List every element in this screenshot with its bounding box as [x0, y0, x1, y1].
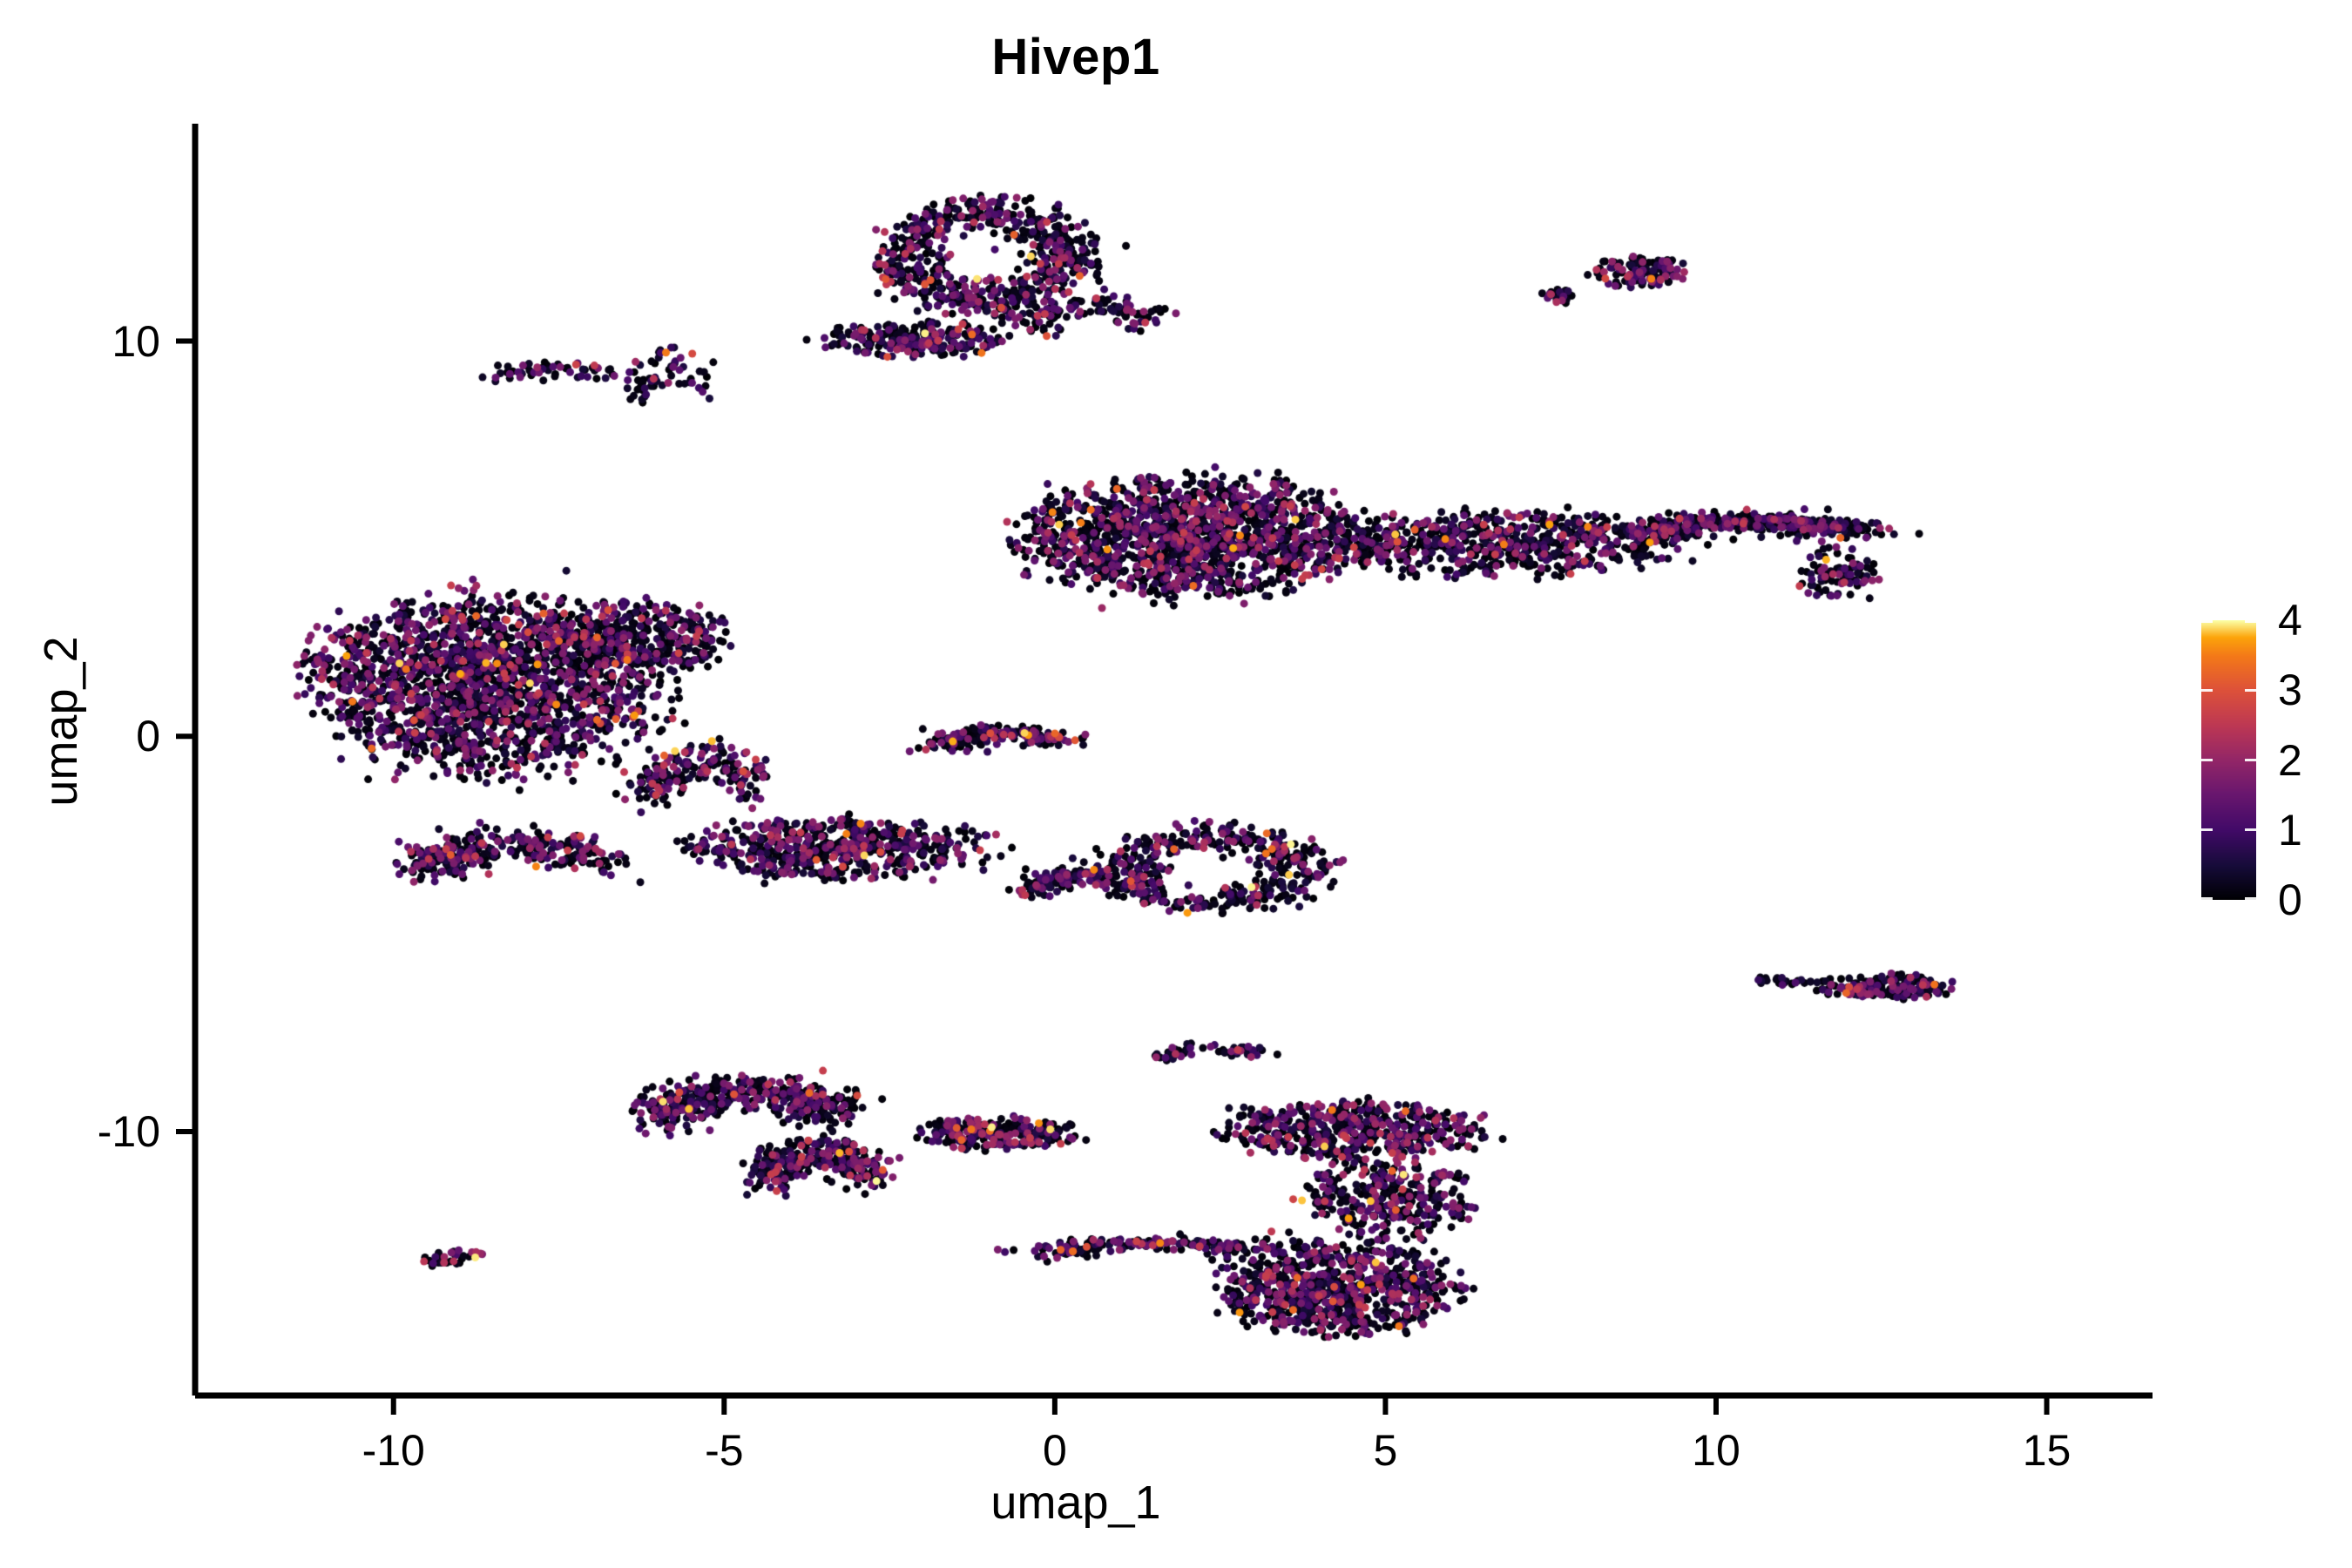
colorbar-tick-mark [2245, 897, 2256, 900]
x-tick-label: 5 [1373, 1426, 1398, 1475]
scatter-plot-area[interactable] [195, 124, 2153, 1396]
x-tick-label: 10 [1692, 1426, 1740, 1475]
x-tick-label: 15 [2022, 1426, 2072, 1475]
y-axis-title: umap_2 [35, 636, 87, 807]
x-tick-label: -10 [362, 1426, 425, 1475]
colorbar-tick-mark [2245, 759, 2256, 761]
colorbar-tick-label: 2 [2278, 735, 2302, 785]
colorbar-tick-mark [2245, 620, 2256, 623]
x-axis-title: umap_1 [990, 1477, 1161, 1529]
colorbar-tick-mark [2245, 828, 2256, 832]
colorbar-tick-label: 0 [2278, 875, 2302, 924]
colorbar-tick-mark [2201, 688, 2213, 692]
colorbar-tick-mark [2245, 688, 2256, 692]
page-title: Hivep1 [991, 29, 1160, 85]
colorbar-tick-label: 1 [2278, 805, 2302, 855]
colorbar-tick-mark [2201, 897, 2213, 900]
colorbar-tick-mark [2201, 620, 2213, 623]
y-tick-label: -10 [97, 1107, 160, 1156]
y-tick-label: 10 [112, 316, 160, 366]
colorbar-tick-label: 3 [2278, 666, 2302, 715]
colorbar-tick-label: 4 [2278, 596, 2302, 645]
colorbar-tick-mark [2201, 759, 2213, 761]
x-tick-label: -5 [705, 1426, 744, 1475]
x-tick-label: 0 [1042, 1426, 1067, 1475]
colorbar-tick-mark [2201, 828, 2213, 832]
y-tick-label: 0 [136, 712, 160, 761]
